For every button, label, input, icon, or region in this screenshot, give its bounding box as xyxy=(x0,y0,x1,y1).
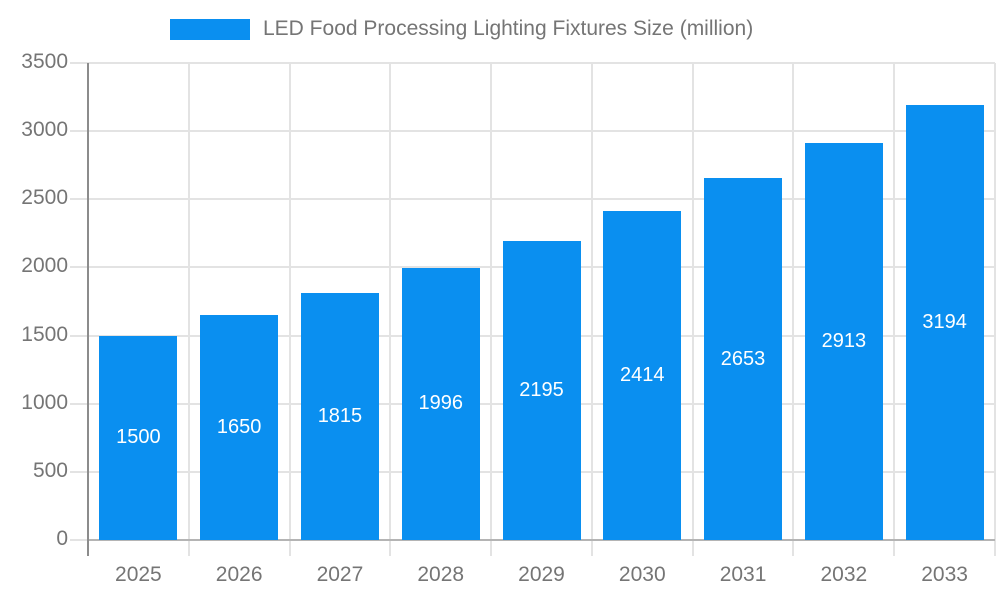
h-gridline xyxy=(88,62,995,64)
bar: 3194 xyxy=(905,104,984,540)
chart-legend: LED Food Processing Lighting Fixtures Si… xyxy=(170,17,753,41)
y-axis-tick xyxy=(70,539,88,541)
y-axis-label: 3500 xyxy=(21,50,68,73)
y-axis-label: 0 xyxy=(56,527,68,550)
v-gridline xyxy=(994,63,996,556)
bar: 2414 xyxy=(603,211,682,540)
legend-label: LED Food Processing Lighting Fixtures Si… xyxy=(263,17,754,40)
legend-swatch xyxy=(170,18,250,40)
bar: 1500 xyxy=(99,335,178,540)
x-axis-label: 2026 xyxy=(215,563,263,586)
x-axis-label: 2031 xyxy=(719,563,767,586)
h-gridline xyxy=(88,198,995,201)
bar: 2913 xyxy=(804,142,883,540)
bar-value-label: 2195 xyxy=(519,378,564,401)
y-axis-tick xyxy=(70,198,88,201)
v-gridline xyxy=(490,63,493,556)
y-axis-tick xyxy=(70,470,88,473)
x-axis-label: 2029 xyxy=(518,563,565,586)
x-axis-label: 2030 xyxy=(618,563,666,586)
y-axis-label: 3000 xyxy=(21,118,68,142)
bar: 2653 xyxy=(704,178,783,540)
x-axis-label: 2032 xyxy=(820,563,868,586)
bar-value-label: 1996 xyxy=(418,392,463,415)
bar: 2195 xyxy=(502,240,581,540)
y-axis-label: 1000 xyxy=(21,390,68,414)
v-gridline xyxy=(187,63,190,556)
y-axis-tick xyxy=(70,402,88,405)
v-gridline xyxy=(792,63,795,556)
bar-value-label: 2913 xyxy=(821,329,867,352)
v-gridline xyxy=(893,63,896,556)
h-gridline xyxy=(88,130,995,133)
v-gridline xyxy=(590,63,593,556)
bar-value-label: 1815 xyxy=(317,404,363,427)
bar-value-label: 1650 xyxy=(216,416,262,439)
x-axis-label: 2027 xyxy=(316,563,364,586)
bar-value-label: 2653 xyxy=(720,347,766,370)
y-axis-tick xyxy=(70,130,88,133)
y-axis-tick xyxy=(70,334,88,337)
y-axis-line xyxy=(87,63,89,556)
x-axis-line xyxy=(88,539,995,541)
bar: 1996 xyxy=(401,267,480,540)
bar: 1650 xyxy=(200,315,279,540)
y-axis-tick xyxy=(70,266,88,269)
v-gridline xyxy=(288,63,291,556)
x-axis-label: 2028 xyxy=(417,563,465,586)
x-axis-label: 2025 xyxy=(115,563,162,586)
bar-value-label: 1500 xyxy=(116,426,161,449)
v-gridline xyxy=(389,63,392,556)
x-axis-label: 2033 xyxy=(921,563,968,586)
y-axis-label: 500 xyxy=(32,458,68,482)
y-axis-label: 1500 xyxy=(21,322,68,346)
y-axis-tick xyxy=(70,62,88,64)
v-gridline xyxy=(691,63,694,556)
bar-value-label: 3194 xyxy=(922,310,967,333)
bar: 1815 xyxy=(300,292,379,540)
y-axis-label: 2000 xyxy=(21,254,68,278)
y-axis-label: 2500 xyxy=(21,186,68,210)
bar-value-label: 2414 xyxy=(620,363,665,386)
